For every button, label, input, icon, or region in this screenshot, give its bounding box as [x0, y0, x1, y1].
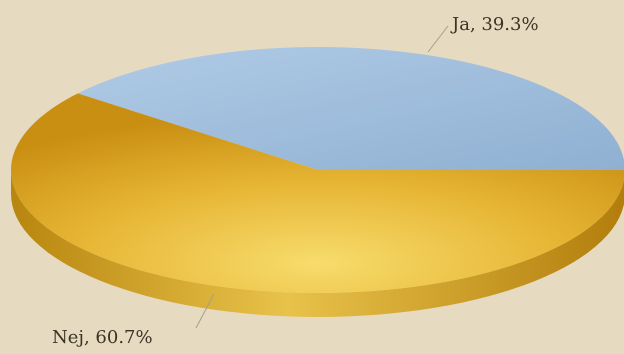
leader-line-nej: [195, 293, 215, 329]
pie-slice-ja: [77, 47, 624, 170]
pie-side-wall: [11, 170, 624, 317]
pie-slice-nej: [11, 93, 624, 293]
data-label-nej: Nej, 60.7%: [52, 327, 153, 348]
leader-line-ja: [427, 25, 449, 53]
data-label-ja: Ja, 39.3%: [450, 14, 539, 35]
